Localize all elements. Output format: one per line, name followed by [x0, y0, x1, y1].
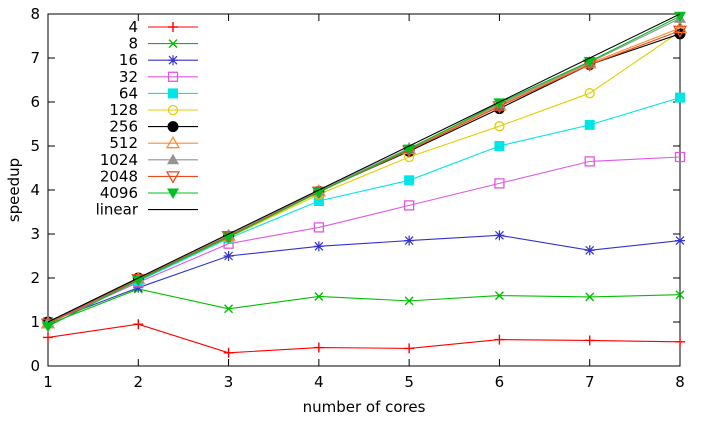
legend-item-linear: linear [96, 201, 198, 219]
legend-label: 8 [128, 35, 138, 53]
series-4 [43, 319, 685, 358]
legend-label: 32 [119, 68, 138, 86]
y-tick-label: 0 [30, 357, 40, 375]
series-32 [42, 151, 686, 329]
series-linear [47, 13, 681, 323]
y-tick-label: 3 [30, 225, 40, 243]
x-tick-label: 2 [134, 373, 144, 391]
legend-label: 128 [109, 101, 138, 119]
y-axis-label: speedup [5, 157, 23, 223]
y-tick-label: 2 [30, 269, 40, 287]
series-8 [43, 284, 685, 329]
legend-label: 1024 [100, 151, 138, 169]
legend-label: 256 [109, 118, 138, 136]
legend-item-64: 64 [119, 84, 198, 102]
legend-label: 64 [119, 84, 138, 102]
x-tick-label: 5 [404, 373, 414, 391]
x-axis-label: number of cores [302, 398, 426, 416]
legend-label: 4 [128, 18, 138, 36]
legend-item-512: 512 [109, 134, 198, 152]
y-tick-label: 7 [30, 49, 40, 67]
series-4096 [42, 11, 686, 333]
x-tick-label: 8 [675, 373, 685, 391]
legend-label: 4096 [100, 184, 138, 202]
legend-label: 2048 [100, 167, 138, 185]
series-16 [43, 230, 685, 327]
legend-item-8: 8 [128, 35, 198, 53]
legend-item-16: 16 [119, 51, 198, 69]
x-tick-label: 6 [495, 373, 505, 391]
y-tick-label: 5 [30, 137, 40, 155]
x-tick-label: 7 [585, 373, 595, 391]
y-tick-label: 6 [30, 93, 40, 111]
legend-label: 512 [109, 134, 138, 152]
x-tick-label: 4 [314, 373, 324, 391]
legend-item-4096: 4096 [100, 184, 198, 202]
legend-label: 16 [119, 51, 138, 69]
y-tick-label: 1 [30, 313, 40, 331]
x-tick-label: 1 [43, 373, 53, 391]
legend-item-2048: 2048 [100, 167, 198, 185]
legend-item-256: 256 [109, 118, 198, 136]
x-tick-label: 3 [224, 373, 234, 391]
y-tick-label: 4 [30, 181, 40, 199]
legend-item-1024: 1024 [100, 151, 198, 169]
legend-item-4: 4 [128, 18, 198, 36]
legend-item-128: 128 [109, 101, 198, 119]
legend-label: linear [96, 201, 139, 219]
y-tick-label: 8 [30, 5, 40, 23]
legend-item-32: 32 [119, 68, 198, 86]
series-64 [43, 92, 685, 327]
